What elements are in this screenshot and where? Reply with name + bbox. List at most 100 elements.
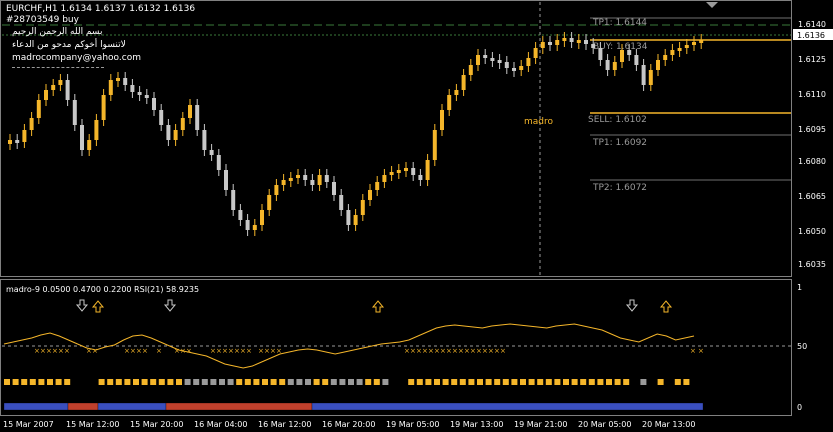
candle-body xyxy=(591,44,596,48)
triangle-down-icon[interactable] xyxy=(706,2,718,8)
candle-body xyxy=(432,130,437,160)
signal-square xyxy=(279,379,286,385)
time-tick-label: 19 Mar 05:00 xyxy=(386,420,439,429)
signal-square xyxy=(674,379,681,385)
candle-body xyxy=(51,85,56,90)
candle-body xyxy=(677,48,682,51)
signal-x-mark: × xyxy=(276,347,282,355)
time-tick-label: 20 Mar 13:00 xyxy=(642,420,695,429)
level-label-tp2: TP2: 1.6072 xyxy=(592,183,647,193)
candle-body xyxy=(209,150,214,155)
candle-body xyxy=(519,66,524,70)
signal-x-mark: × xyxy=(482,347,488,355)
signal-square xyxy=(296,379,303,385)
candle-body xyxy=(216,155,221,170)
signal-square xyxy=(339,379,346,385)
signal-x-mark: × xyxy=(452,347,458,355)
candle-body xyxy=(382,175,387,182)
signal-x-mark: × xyxy=(86,347,92,355)
signal-square xyxy=(193,379,200,385)
candle-body xyxy=(303,175,308,180)
signal-x-mark: × xyxy=(246,347,252,355)
candle-body xyxy=(533,48,538,58)
candle-body xyxy=(296,175,300,178)
signal-square xyxy=(201,379,208,385)
signal-square xyxy=(571,379,578,385)
candle-body xyxy=(332,182,336,195)
candle-body xyxy=(231,190,236,210)
signal-x-mark: × xyxy=(64,347,70,355)
price-tick-label: 1.6050 xyxy=(798,227,826,236)
candle-body xyxy=(267,195,272,210)
indicator-tick-label: 50 xyxy=(797,342,807,351)
candle-body xyxy=(584,40,588,44)
candle-body xyxy=(468,65,473,75)
candle-body xyxy=(670,50,675,55)
candle-body xyxy=(173,130,178,140)
price-axis: 1.6140 1.6125 1.6110 1.6095 1.6080 1.606… xyxy=(793,20,833,269)
signal-x-mark: × xyxy=(264,347,270,355)
candle-body xyxy=(461,75,466,90)
price-tick-label: 1.6095 xyxy=(798,125,826,134)
candle-body xyxy=(108,80,113,95)
candle-body xyxy=(627,50,632,55)
indicator-tick-label: 1 xyxy=(797,283,802,292)
level-label-tp1-top: TP1: 1.6144 xyxy=(592,18,647,28)
signal-square xyxy=(485,379,492,385)
signal-square xyxy=(545,379,552,385)
time-tick-label: 16 Mar 04:00 xyxy=(194,420,247,429)
signal-square xyxy=(305,379,311,385)
signal-x-mark: × xyxy=(130,347,136,355)
candle-body xyxy=(569,38,574,42)
signal-square xyxy=(29,379,36,385)
candle-body xyxy=(425,160,430,180)
current-price-label: 1.6136 xyxy=(797,31,825,40)
candle-body xyxy=(44,90,48,100)
candle-body xyxy=(94,120,99,140)
candle-body xyxy=(252,225,257,230)
candlestick-series xyxy=(8,32,704,236)
candle-body xyxy=(58,80,63,85)
level-label-tp1: TP1: 1.6092 xyxy=(592,138,647,148)
level-label-sell: SELL: 1.6102 xyxy=(588,115,647,125)
candle-body xyxy=(224,170,228,190)
candle-body xyxy=(260,210,264,225)
signal-square xyxy=(416,379,423,385)
candle-body xyxy=(137,92,142,95)
email-underline xyxy=(12,67,104,68)
rsi-line xyxy=(3,323,695,369)
candle-body xyxy=(368,190,372,200)
candle-body xyxy=(648,70,653,85)
candle-body xyxy=(483,55,488,58)
signal-square xyxy=(4,379,10,385)
signal-x-mark: × xyxy=(186,347,192,355)
candle-body xyxy=(159,110,164,125)
signal-square xyxy=(683,379,690,385)
signal-x-mark: × xyxy=(458,347,464,355)
signal-square xyxy=(588,379,595,385)
signal-square xyxy=(141,379,148,385)
signal-square xyxy=(330,379,337,385)
price-tick-label: 1.6080 xyxy=(798,157,826,166)
candle-body xyxy=(22,130,27,142)
signal-square xyxy=(580,379,587,385)
signal-square xyxy=(373,379,380,385)
candle-body xyxy=(389,172,394,175)
signal-x-mark: × xyxy=(476,347,482,355)
signal-x-mark: × xyxy=(228,347,234,355)
signal-x-mark: × xyxy=(690,347,696,355)
price-tick-label: 1.6140 xyxy=(798,20,826,29)
arabic-line-1: بسم الله الرحمن الرحيم xyxy=(12,27,103,37)
signal-x-mark: × xyxy=(410,347,416,355)
signal-x-mark: × xyxy=(446,347,452,355)
signal-x-mark: × xyxy=(258,347,264,355)
indicator-marks: × × × × × × × × × × × × × × × × × × × × × × × × × × × × × × × × × × × × × × × ×… xyxy=(3,299,704,411)
candle-body xyxy=(684,45,689,48)
candle-body xyxy=(8,140,12,144)
signal-square xyxy=(38,379,45,385)
candle-body xyxy=(144,95,149,98)
candle-body xyxy=(130,85,135,92)
current-price-box xyxy=(793,29,833,40)
